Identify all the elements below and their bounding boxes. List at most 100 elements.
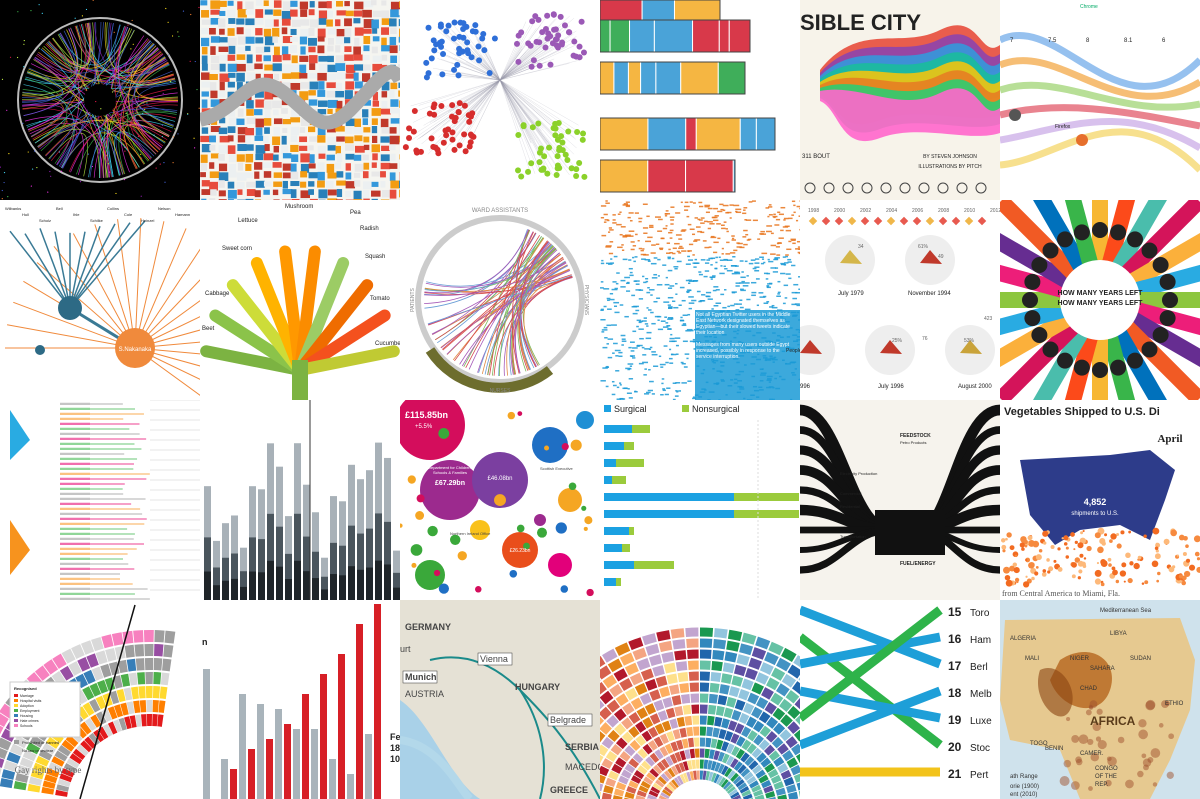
- tile-treemap-bars: [600, 0, 800, 200]
- legend-item: Schools: [20, 724, 33, 728]
- vegetable-label: Cucumber: [375, 341, 400, 347]
- side-text: 18: [390, 743, 400, 753]
- main-change: +5.5%: [415, 424, 433, 430]
- chord-top-label: WARD ASSISTANTS: [472, 208, 528, 214]
- radar-value: 423: [984, 316, 993, 322]
- legend-nonsurgical: Nonsurgical: [692, 404, 740, 414]
- map-label: GREECE: [550, 785, 588, 795]
- side-text: Fe: [390, 732, 400, 742]
- tile-spending-bubbles-graphic: £115.85bn +5.5% £67.29bn £46.08bn £26.23bn De…: [400, 400, 594, 597]
- tile-twitter-dots: Not all Egyptian Twitter users in the Mi…: [600, 200, 800, 400]
- tile-horizontal-bars: Surgical Nonsurgical: [600, 400, 800, 600]
- chord-bottom-label: NURSES: [490, 388, 512, 394]
- side-text: 10: [390, 754, 400, 764]
- africa-label: CHAD: [1080, 686, 1098, 692]
- radar-caption: August 2000: [958, 384, 992, 390]
- radar-caption: July 1996: [878, 384, 904, 390]
- small-amount: £26.23bn: [510, 548, 531, 554]
- rank-number: 16: [948, 632, 962, 646]
- gay-rights-title: Gay rights by type: [15, 765, 82, 775]
- tile-city-map: [200, 0, 400, 200]
- node-name: Scholz: [39, 218, 51, 223]
- tile-chord-diagram: WARD ASSISTANTS PHYSICIANS NURSES PATIENTS: [400, 200, 600, 400]
- africa-label: orie (1900): [1010, 784, 1039, 790]
- vegetable-label: Tomato: [370, 296, 390, 302]
- tile-color-fans: [600, 600, 800, 799]
- africa-label: SAHARA: [1090, 666, 1115, 672]
- tile-color-fans-graphic: [600, 627, 800, 799]
- tile-vegetable-tree-graphic: Mushroom Pea Lettuce Radish Sweet corn Squash…: [200, 204, 400, 400]
- rank-city: Luxe: [970, 716, 992, 727]
- tile-years-left-radial-graphic: HOW MANY YEARS LEFT HOW MANY YEARS LEFT: [1000, 200, 1200, 400]
- africa-label: REP.: [1095, 782, 1109, 788]
- node-name: Nelson: [158, 206, 170, 211]
- corner-text: n: [202, 637, 208, 647]
- map-label: HUNGARY: [515, 682, 560, 692]
- tile-gay-rights-radial: Recognised Marriage Hospital visits Adoptio…: [0, 600, 200, 799]
- map-label: Vienna: [480, 654, 508, 664]
- chord-left-label: PATIENTS: [410, 287, 416, 311]
- year-label: 1998: [808, 208, 819, 214]
- africa-label: CAMER.: [1080, 751, 1104, 757]
- tile-radial-chord-graphic: [0, 0, 200, 200]
- vegetable-label: Beet: [202, 326, 215, 332]
- tile-stacked-bars-graphic: [204, 400, 400, 600]
- tile-vegetable-map-graphic: Vegetables Shipped to U.S. Di April 4,852 s…: [1000, 406, 1200, 598]
- map-label: SERBIA: [565, 742, 600, 752]
- rank-city: Berl: [970, 662, 988, 673]
- vegetable-label: Pea: [350, 210, 361, 216]
- legend-item: Marriage: [20, 694, 34, 698]
- legend-item: Hate crimes: [20, 719, 39, 723]
- tile-stacked-bars: [200, 400, 400, 600]
- africa-label: TOGO: [1030, 741, 1048, 747]
- nolaw-label: No law or unclear: [22, 748, 54, 753]
- tile-city-map-graphic: [200, 0, 400, 200]
- node-name: Ihle: [73, 212, 80, 217]
- scot-label: Scottish Executive: [540, 466, 573, 471]
- tick: 8: [1086, 38, 1090, 44]
- map-label: MACEDO: [565, 762, 600, 772]
- africa-label: ALGERIA: [1010, 636, 1036, 642]
- tile-vegetable-tree: Mushroom Pea Lettuce Radish Sweet corn Squash…: [200, 200, 400, 400]
- node-name: Collins: [107, 206, 119, 211]
- africa-label: BENIN: [1045, 746, 1063, 752]
- firefox-label: Firefox: [1055, 124, 1071, 130]
- node-name: Schilke: [90, 218, 104, 223]
- tile-treemap-bars-graphic: [600, 0, 776, 193]
- africa-label: ent (2010): [1010, 792, 1037, 798]
- ni-label: Northern Ireland Office: [450, 531, 491, 536]
- africa-label: CONGO: [1095, 766, 1118, 772]
- rank-number: 17: [948, 659, 962, 673]
- rank-number: 21: [948, 767, 962, 781]
- legend-item: Hospital visits: [20, 699, 42, 703]
- tile-horizontal-bars-graphic: Surgical Nonsurgical: [604, 404, 799, 600]
- credit: ILLUSTRATIONS BY PITCH: [918, 164, 982, 170]
- tile-phylogeny: [0, 400, 200, 600]
- main-amount: £115.85bn: [405, 410, 448, 420]
- shipment-unit: shipments to U.S.: [1071, 511, 1119, 517]
- people-label: People: [786, 348, 800, 354]
- prohibited-label: Prohibited or banned: [22, 740, 59, 745]
- residential-label: Residential: [840, 504, 860, 509]
- tile-rank-lines: 15 16 17 18 19 20 21 Toro Ham Berl Melb Luxe Stoc Per…: [800, 600, 1000, 799]
- tile-spending-bubbles: £115.85bn +5.5% £67.29bn £46.08bn £26.23bn De…: [400, 400, 600, 600]
- dept-label: Department for Children, Schools & Famil…: [428, 465, 472, 475]
- legend-surgical: Surgical: [614, 404, 647, 414]
- radar-value: 61%: [918, 244, 929, 250]
- africa-label: AFRICA: [1090, 714, 1136, 728]
- tile-ego-network: S.Nakanaka Wilbanks Hull Scholz Bell Ihle Schi…: [0, 200, 200, 400]
- year-label: 2000: [834, 208, 845, 214]
- twitter-note-1: Not all Egyptian Twitter users in the Mi…: [696, 312, 791, 336]
- node-name: Wilbanks: [5, 206, 21, 211]
- vegetable-map-title: Vegetables Shipped to U.S. Di: [1004, 406, 1160, 418]
- tile-browser-curves-graphic: Chrome Firefox 7 7.5 8 8.1 6: [1000, 4, 1200, 173]
- year-label: 2002: [860, 208, 871, 214]
- legend-title: Recognised: [14, 686, 37, 691]
- africa-label: ath Range: [1010, 774, 1038, 780]
- tile-migration-map: GERMANY Vienna Munich AUSTRIA HUNGARY Belgrad…: [400, 600, 600, 799]
- tile-streamgraph: SIBLE CITY BY STEVEN JOHNSON ILLUSTRATIONS…: [800, 0, 1000, 200]
- africa-label: OF THE: [1095, 774, 1117, 780]
- center-node-name: S.Nakanaka: [119, 347, 152, 353]
